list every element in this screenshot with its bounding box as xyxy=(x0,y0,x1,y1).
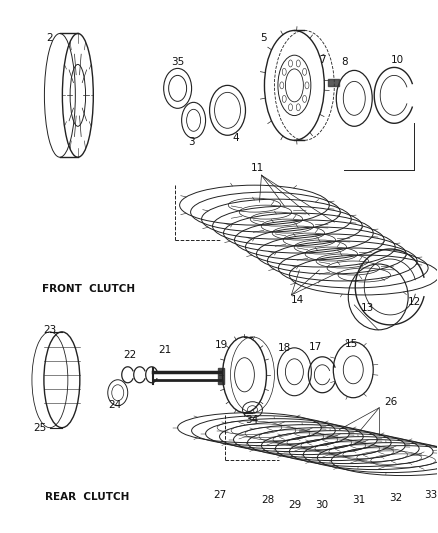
Text: REAR  CLUTCH: REAR CLUTCH xyxy=(45,491,129,502)
Text: 7: 7 xyxy=(319,55,325,66)
Text: 31: 31 xyxy=(353,495,366,505)
Text: 14: 14 xyxy=(291,295,304,305)
Text: 5: 5 xyxy=(260,34,267,44)
Text: 29: 29 xyxy=(288,499,301,510)
Text: 4: 4 xyxy=(232,133,239,143)
Text: FRONT  CLUTCH: FRONT CLUTCH xyxy=(42,284,135,294)
Text: 3: 3 xyxy=(188,138,195,147)
Text: 2: 2 xyxy=(46,34,53,44)
Text: 8: 8 xyxy=(341,58,348,68)
Text: 35: 35 xyxy=(171,58,184,68)
Text: 19: 19 xyxy=(215,340,228,350)
Text: 27: 27 xyxy=(213,489,226,499)
Text: 24: 24 xyxy=(108,400,121,410)
Text: 22: 22 xyxy=(123,350,136,360)
Text: 12: 12 xyxy=(407,297,421,307)
Text: 18: 18 xyxy=(278,343,291,353)
Text: 30: 30 xyxy=(315,499,328,510)
Text: 15: 15 xyxy=(345,339,358,349)
Text: 26: 26 xyxy=(385,397,398,407)
Text: 33: 33 xyxy=(424,489,438,499)
Text: 34: 34 xyxy=(245,415,258,425)
Text: 23: 23 xyxy=(43,325,57,335)
Text: 11: 11 xyxy=(251,163,264,173)
Text: 25: 25 xyxy=(33,423,46,433)
Polygon shape xyxy=(218,368,223,384)
Text: 17: 17 xyxy=(309,342,322,352)
Text: 13: 13 xyxy=(360,303,374,313)
Text: 28: 28 xyxy=(261,495,274,505)
Text: 10: 10 xyxy=(391,55,404,66)
Text: 32: 32 xyxy=(389,492,403,503)
Text: 21: 21 xyxy=(158,345,171,355)
